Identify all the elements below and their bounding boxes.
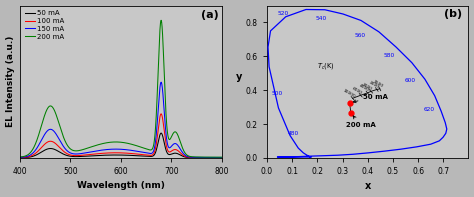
- 150 mA: [156, 98, 162, 100]
- Text: 560: 560: [355, 33, 366, 38]
- Y-axis label: EL Intensity (a.u.): EL Intensity (a.u.): [6, 36, 15, 127]
- X-axis label: x: x: [365, 181, 371, 191]
- Line: 100 mA: 100 mA: [20, 114, 221, 158]
- 100 mA: [219, 156, 224, 159]
- Text: (a): (a): [201, 10, 219, 20]
- 100 mA: [109, 152, 114, 154]
- 200 mA: [21, 155, 27, 158]
- 200 mA: [109, 141, 114, 143]
- Text: 10000: 10000: [342, 89, 356, 99]
- Text: 540: 540: [316, 16, 327, 21]
- 50 mA: [158, 132, 164, 134]
- 100 mA: [158, 113, 164, 115]
- Legend: 50 mA, 100 mA, 150 mA, 200 mA: 50 mA, 100 mA, 150 mA, 200 mA: [24, 9, 66, 41]
- 150 mA: [109, 148, 114, 151]
- 200 mA: [120, 141, 126, 144]
- 50 mA: [156, 137, 162, 140]
- 100 mA: [17, 156, 23, 159]
- 150 mA: [219, 156, 224, 159]
- 50 mA: [53, 149, 59, 151]
- 100 mA: [156, 122, 162, 125]
- Text: 4000: 4000: [358, 84, 370, 93]
- Text: 1500: 1500: [372, 79, 383, 88]
- 50 mA: [219, 157, 224, 159]
- Text: $T_c$(K): $T_c$(K): [318, 61, 335, 71]
- 150 mA: [120, 148, 126, 151]
- 50 mA: [21, 156, 27, 159]
- 50 mA: [206, 157, 211, 159]
- 100 mA: [21, 156, 27, 159]
- 50 mA: [109, 154, 114, 156]
- Line: 150 mA: 150 mA: [20, 82, 221, 157]
- 100 mA: [53, 143, 59, 145]
- 200 mA: [158, 19, 164, 21]
- 150 mA: [158, 81, 164, 83]
- Text: 2000: 2000: [368, 80, 379, 89]
- Y-axis label: y: y: [236, 72, 242, 82]
- Text: 520: 520: [278, 11, 289, 16]
- 200 mA: [53, 113, 59, 116]
- Text: 500: 500: [272, 91, 283, 96]
- 100 mA: [120, 152, 126, 154]
- Line: 50 mA: 50 mA: [20, 133, 221, 158]
- 150 mA: [21, 156, 27, 158]
- 50 mA: [17, 157, 23, 159]
- Text: 600: 600: [405, 78, 416, 83]
- Text: 620: 620: [424, 107, 435, 112]
- Text: 580: 580: [383, 53, 395, 58]
- 200 mA: [219, 156, 224, 158]
- Text: 200 mA: 200 mA: [346, 116, 375, 128]
- 150 mA: [206, 156, 211, 159]
- 200 mA: [206, 156, 211, 158]
- 50 mA: [120, 154, 126, 156]
- Text: 480: 480: [288, 131, 299, 136]
- 150 mA: [53, 133, 59, 135]
- Text: 3000: 3000: [361, 83, 373, 92]
- 100 mA: [206, 156, 211, 159]
- 150 mA: [17, 156, 23, 159]
- Line: 200 mA: 200 mA: [20, 20, 221, 157]
- Text: 50 mA: 50 mA: [353, 94, 388, 103]
- Text: (b): (b): [444, 9, 463, 19]
- Text: 6000: 6000: [351, 86, 363, 95]
- 200 mA: [156, 49, 162, 52]
- X-axis label: Wavelength (nm): Wavelength (nm): [77, 181, 165, 190]
- 200 mA: [17, 156, 23, 158]
